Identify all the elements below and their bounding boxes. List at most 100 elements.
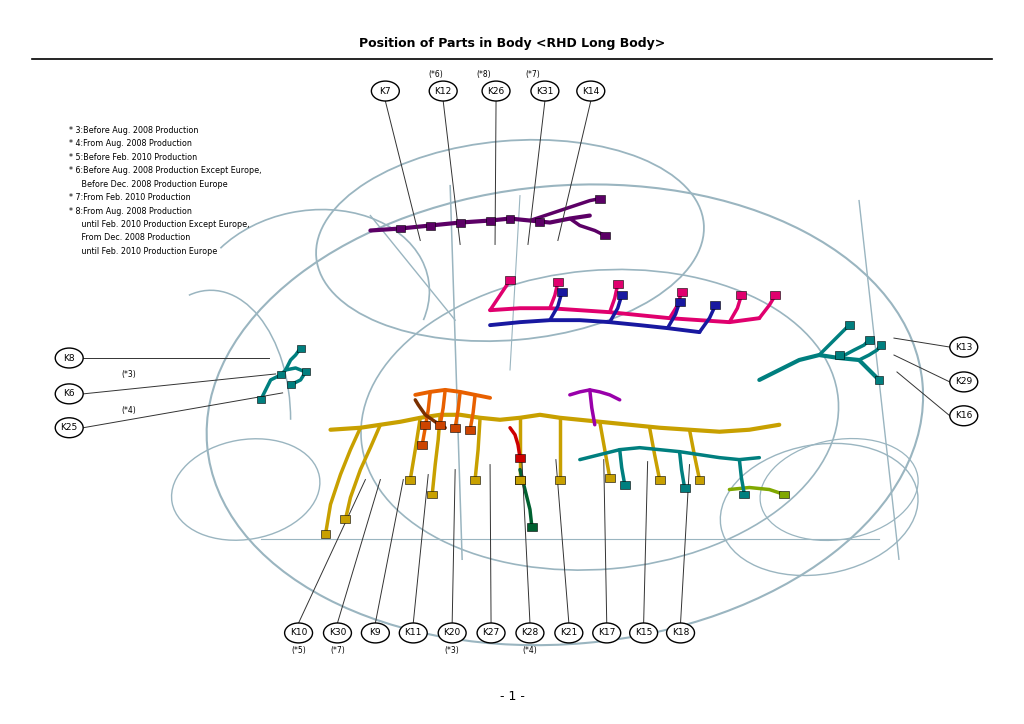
Text: K15: K15 [635,628,652,637]
FancyBboxPatch shape [555,476,565,484]
FancyBboxPatch shape [557,288,567,296]
FancyBboxPatch shape [770,291,780,299]
FancyBboxPatch shape [527,523,537,531]
Text: K29: K29 [955,377,973,387]
Text: K28: K28 [521,628,539,637]
FancyBboxPatch shape [426,222,435,230]
Ellipse shape [324,623,351,643]
FancyBboxPatch shape [620,481,630,489]
FancyBboxPatch shape [257,396,264,403]
FancyBboxPatch shape [874,376,884,384]
FancyBboxPatch shape [779,490,790,499]
Ellipse shape [667,623,694,643]
Ellipse shape [531,81,559,101]
Text: * 7:From Feb. 2010 Production: * 7:From Feb. 2010 Production [70,193,190,202]
FancyBboxPatch shape [736,291,746,299]
Ellipse shape [55,418,83,438]
Ellipse shape [630,623,657,643]
FancyBboxPatch shape [505,277,515,285]
Text: K7: K7 [380,87,391,96]
Text: * 8:From Aug. 2008 Production: * 8:From Aug. 2008 Production [70,206,193,216]
Text: K18: K18 [672,628,689,637]
FancyBboxPatch shape [470,476,480,484]
FancyBboxPatch shape [515,454,525,462]
Text: K6: K6 [63,390,75,398]
Text: Position of Parts in Body <RHD Long Body>: Position of Parts in Body <RHD Long Body… [358,37,666,50]
Ellipse shape [950,406,978,426]
FancyBboxPatch shape [276,371,285,379]
FancyBboxPatch shape [845,321,854,329]
Text: (*7): (*7) [330,647,345,655]
Text: K25: K25 [60,424,78,432]
FancyBboxPatch shape [595,195,605,203]
FancyBboxPatch shape [427,490,437,499]
Text: * 5:Before Feb. 2010 Production: * 5:Before Feb. 2010 Production [70,153,198,161]
Text: until Feb. 2010 Production Except Europe,: until Feb. 2010 Production Except Europe… [70,220,250,229]
Ellipse shape [438,623,466,643]
Ellipse shape [555,623,583,643]
FancyBboxPatch shape [680,484,689,492]
Ellipse shape [372,81,399,101]
FancyBboxPatch shape [694,476,705,484]
Ellipse shape [482,81,510,101]
FancyBboxPatch shape [864,336,873,344]
FancyBboxPatch shape [435,421,445,429]
FancyBboxPatch shape [340,515,350,523]
FancyBboxPatch shape [877,341,886,349]
Ellipse shape [516,623,544,643]
Text: (*3): (*3) [444,647,460,655]
FancyBboxPatch shape [302,369,309,376]
Text: (*4): (*4) [122,406,136,416]
FancyBboxPatch shape [536,217,545,225]
FancyBboxPatch shape [616,291,627,299]
Text: * 3:Before Aug. 2008 Production: * 3:Before Aug. 2008 Production [70,126,199,135]
Text: K21: K21 [560,628,578,637]
Ellipse shape [950,337,978,357]
FancyBboxPatch shape [287,382,295,388]
Text: K27: K27 [482,628,500,637]
FancyBboxPatch shape [465,426,475,434]
FancyBboxPatch shape [485,216,495,224]
FancyBboxPatch shape [600,232,609,240]
Text: From Dec. 2008 Production: From Dec. 2008 Production [70,234,190,243]
Text: K26: K26 [487,87,505,96]
FancyBboxPatch shape [321,531,331,539]
FancyBboxPatch shape [835,351,844,359]
Ellipse shape [950,372,978,392]
FancyBboxPatch shape [515,476,525,484]
FancyBboxPatch shape [654,476,665,484]
Text: * 4:From Aug. 2008 Production: * 4:From Aug. 2008 Production [70,139,193,148]
Text: K31: K31 [537,87,554,96]
FancyBboxPatch shape [739,490,750,499]
Text: K9: K9 [370,628,381,637]
FancyBboxPatch shape [451,424,460,432]
Text: - 1 -: - 1 - [500,690,524,703]
Ellipse shape [429,81,457,101]
Ellipse shape [577,81,605,101]
Text: K30: K30 [329,628,346,637]
Ellipse shape [399,623,427,643]
Text: K10: K10 [290,628,307,637]
FancyBboxPatch shape [677,288,686,296]
Text: K13: K13 [955,342,973,352]
Ellipse shape [593,623,621,643]
FancyBboxPatch shape [456,219,465,227]
Text: K16: K16 [955,411,973,421]
FancyBboxPatch shape [417,441,427,449]
Text: K12: K12 [434,87,452,96]
Text: Before Dec. 2008 Production Europe: Before Dec. 2008 Production Europe [70,180,227,189]
FancyBboxPatch shape [506,214,514,222]
Text: (*7): (*7) [525,70,541,79]
Ellipse shape [361,623,389,643]
Text: (*5): (*5) [291,647,306,655]
FancyBboxPatch shape [297,345,304,352]
Ellipse shape [55,348,83,368]
FancyBboxPatch shape [711,301,721,309]
FancyBboxPatch shape [515,476,525,484]
Text: * 6:Before Aug. 2008 Production Except Europe,: * 6:Before Aug. 2008 Production Except E… [70,167,262,175]
Text: K11: K11 [404,628,422,637]
FancyBboxPatch shape [420,421,430,429]
Text: (*3): (*3) [122,371,136,379]
Ellipse shape [477,623,505,643]
FancyBboxPatch shape [396,224,404,232]
